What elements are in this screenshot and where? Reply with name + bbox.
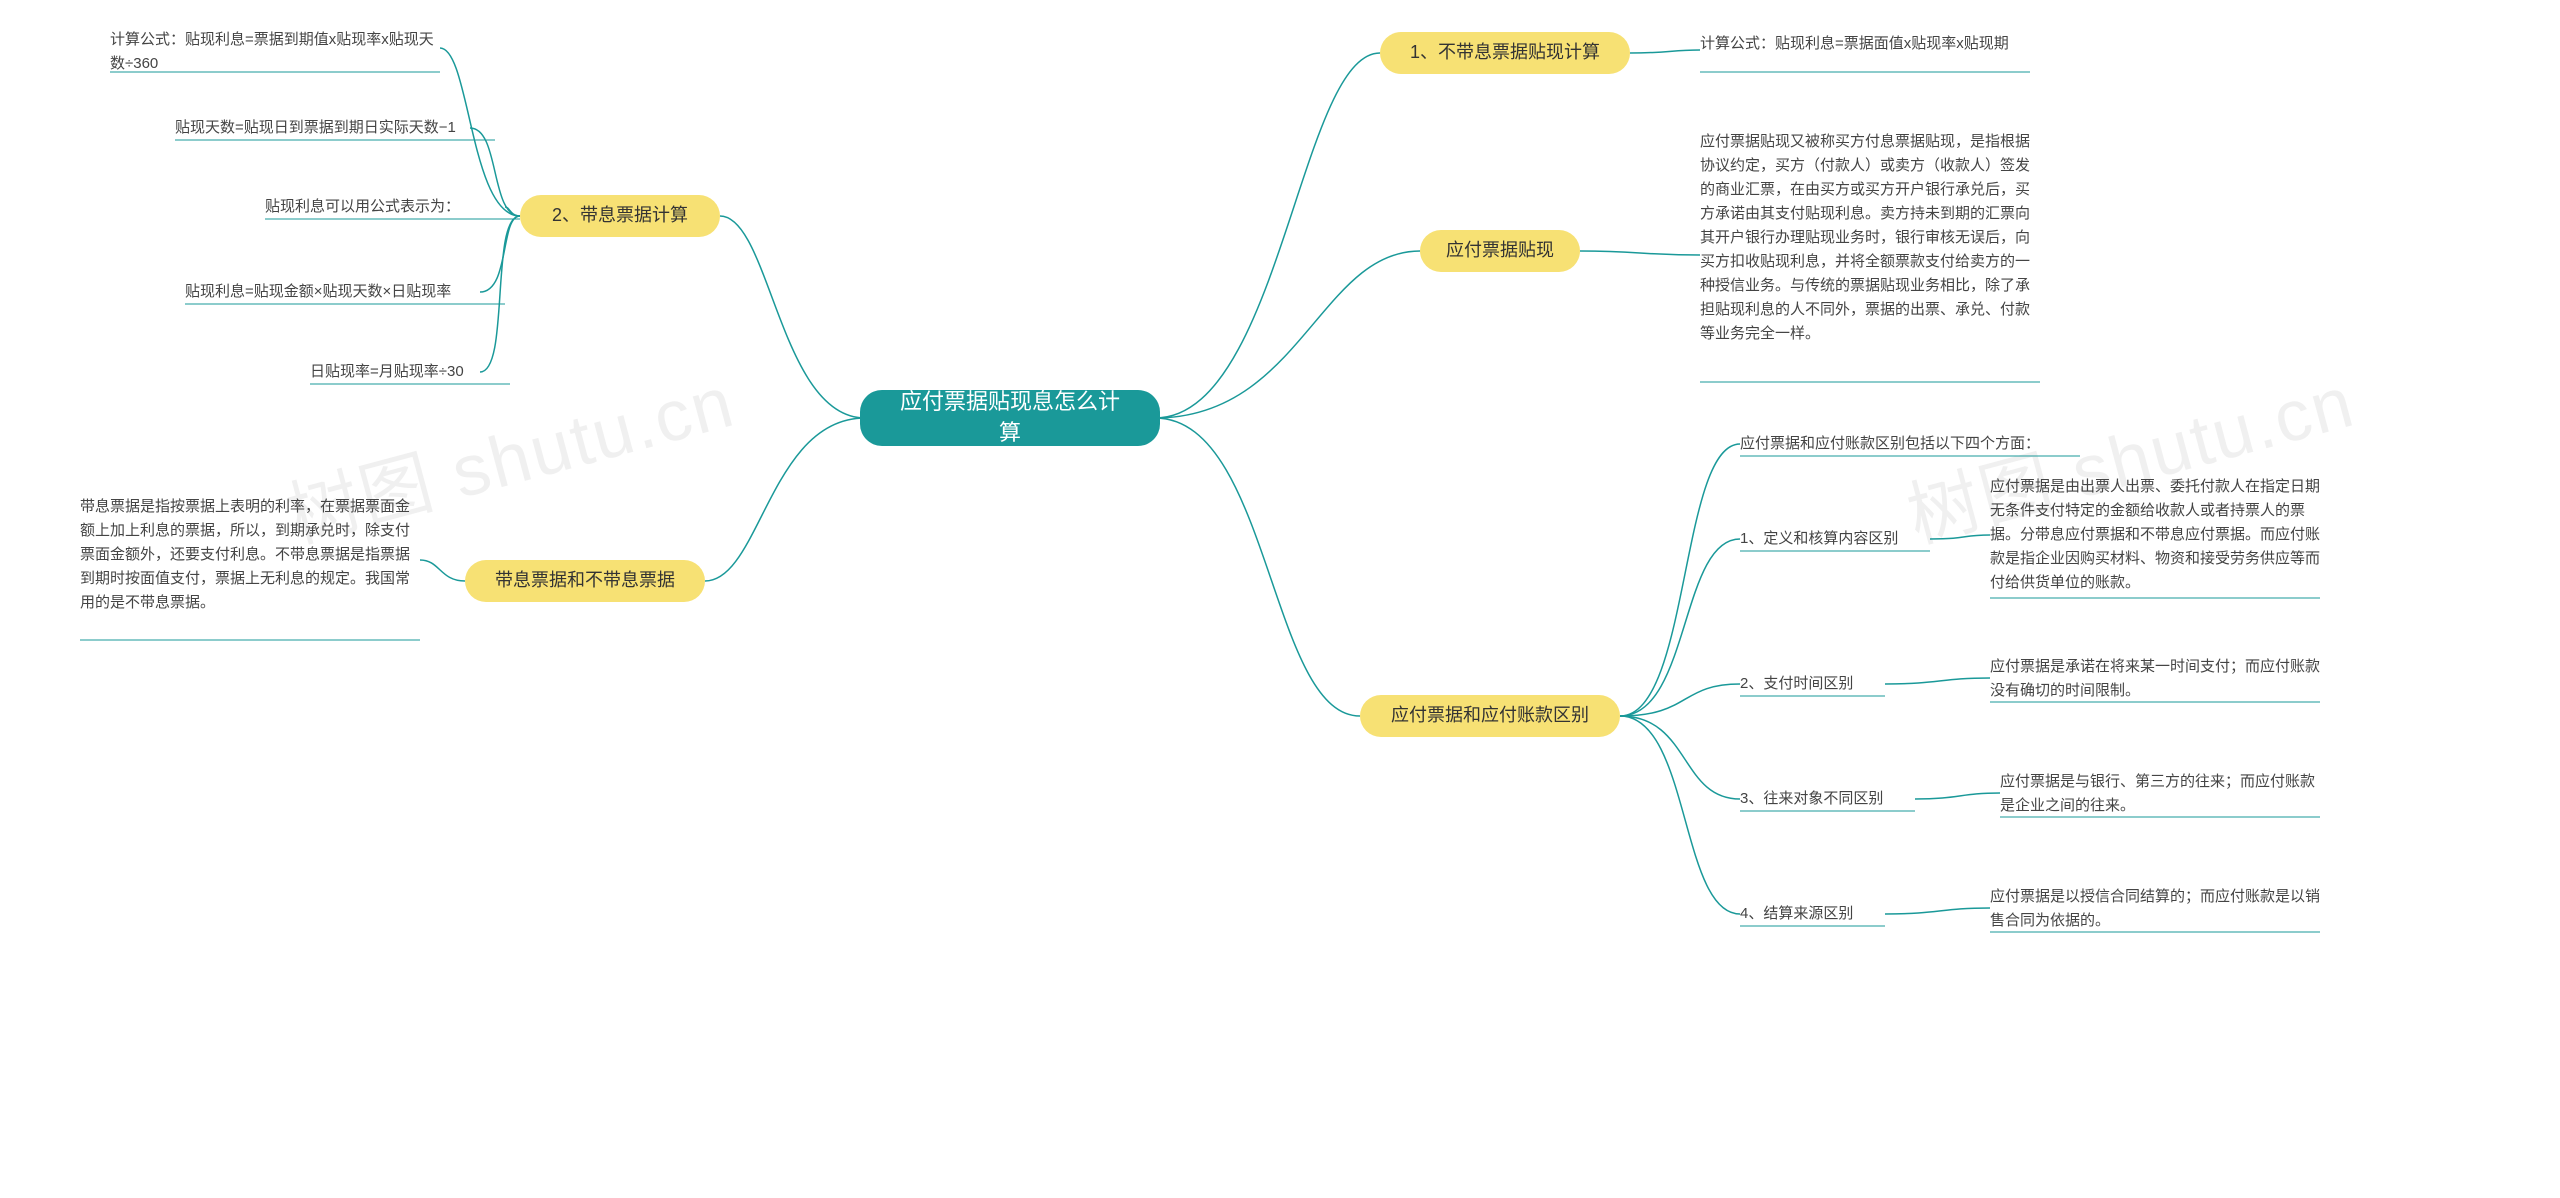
- leaf-text-l2: 应付票据贴现又被称买方付息票据贴现，是指根据协议约定，买方（付款人）或卖方（收款…: [1700, 130, 2040, 346]
- branch-node-b5: 带息票据和不带息票据: [465, 560, 705, 602]
- branch-node-b4: 2、带息票据计算: [520, 195, 720, 237]
- leaf-text-l44: 贴现利息=贴现金额×贴现天数×日贴现率: [185, 280, 505, 304]
- leaf-text-l33: 应付票据是与银行、第三方的往来；而应付账款是企业之间的往来。: [2000, 770, 2320, 818]
- mindmap-center: 应付票据贴现息怎么计算: [860, 390, 1160, 446]
- leaf-text-l45: 日贴现率=月贴现率÷30: [310, 360, 510, 384]
- leaf-text-l1: 计算公式：贴现利息=票据面值x贴现率x贴现期: [1700, 32, 2030, 56]
- branch-node-b2: 应付票据贴现: [1420, 230, 1580, 272]
- branch-node-b1: 1、不带息票据贴现计算: [1380, 32, 1630, 74]
- sub-node-s33: 3、往来对象不同区别: [1740, 787, 1883, 811]
- branch-node-b3: 应付票据和应付账款区别: [1360, 695, 1620, 737]
- leaf-text-l32: 应付票据是承诺在将来某一时间支付；而应付账款没有确切的时间限制。: [1990, 655, 2320, 703]
- leaf-text-l30: 应付票据和应付账款区别包括以下四个方面：: [1740, 432, 2080, 456]
- leaf-text-l31: 应付票据是由出票人出票、委托付款人在指定日期无条件支付特定的金额给收款人或者持票…: [1990, 475, 2320, 595]
- leaf-text-l34: 应付票据是以授信合同结算的；而应付账款是以销售合同为依据的。: [1990, 885, 2320, 933]
- leaf-text-l42: 贴现天数=贴现日到票据到期日实际天数−1: [175, 116, 495, 140]
- sub-node-s31: 1、定义和核算内容区别: [1740, 527, 1898, 551]
- leaf-text-l43: 贴现利息可以用公式表示为：: [265, 195, 505, 219]
- sub-node-s32: 2、支付时间区别: [1740, 672, 1853, 696]
- leaf-text-l41: 计算公式：贴现利息=票据到期值x贴现率x贴现天数÷360: [110, 28, 440, 76]
- leaf-text-l5: 带息票据是指按票据上表明的利率，在票据票面金额上加上利息的票据，所以，到期承兑时…: [80, 495, 420, 615]
- sub-node-s34: 4、结算来源区别: [1740, 902, 1853, 926]
